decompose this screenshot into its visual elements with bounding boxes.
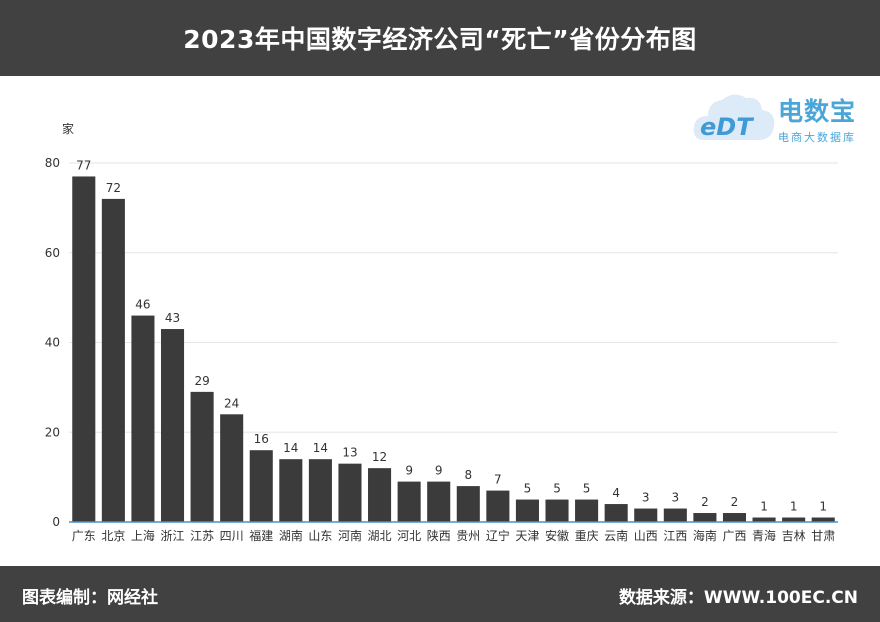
data-label: 9 bbox=[405, 464, 413, 478]
logo-mark: eDT bbox=[700, 113, 754, 141]
x-tick-label: 陕西 bbox=[427, 528, 451, 543]
bar bbox=[545, 499, 569, 522]
data-label: 5 bbox=[553, 482, 561, 496]
footer-credit: 图表编制：网经社 bbox=[22, 588, 158, 608]
x-tick-label: 青海 bbox=[752, 528, 776, 543]
chart-title-bar: 2023年中国数字经济公司“死亡”省份分布图 bbox=[0, 0, 880, 76]
data-label: 29 bbox=[194, 374, 209, 388]
x-tick-label: 湖北 bbox=[368, 528, 392, 543]
data-label: 24 bbox=[224, 396, 239, 410]
data-label: 1 bbox=[760, 500, 768, 514]
data-label: 2 bbox=[701, 495, 709, 509]
data-label: 12 bbox=[372, 450, 387, 464]
data-label: 13 bbox=[342, 446, 357, 460]
bar bbox=[722, 513, 747, 522]
bar bbox=[190, 391, 214, 522]
data-label: 77 bbox=[76, 158, 91, 172]
x-tick-label: 贵州 bbox=[456, 529, 480, 543]
x-tick-label: 辽宁 bbox=[486, 528, 510, 543]
x-tick-label: 上海 bbox=[131, 528, 155, 543]
bar bbox=[811, 517, 835, 522]
x-tick-label: 广东 bbox=[72, 529, 96, 543]
bar bbox=[604, 504, 628, 522]
data-label: 2 bbox=[731, 495, 739, 509]
y-tick-label: 40 bbox=[45, 336, 60, 350]
y-axis-unit: 家 bbox=[62, 122, 75, 136]
bar bbox=[427, 481, 451, 522]
footer-source: 数据来源：WWW.100EC.CN bbox=[618, 588, 858, 608]
bar bbox=[752, 517, 776, 522]
y-tick-label: 60 bbox=[45, 246, 60, 260]
x-tick-label: 天津 bbox=[515, 529, 539, 543]
x-tick-label: 河南 bbox=[338, 528, 362, 543]
bar bbox=[160, 329, 185, 522]
bar bbox=[338, 463, 362, 522]
x-tick-label: 山西 bbox=[634, 529, 658, 543]
data-label: 5 bbox=[524, 482, 532, 496]
y-tick-label: 0 bbox=[52, 515, 60, 529]
logo-sub-text: 电商大数据库 bbox=[778, 131, 856, 144]
data-label: 7 bbox=[494, 473, 502, 487]
x-tick-label: 江苏 bbox=[190, 529, 214, 543]
bar bbox=[279, 459, 303, 522]
x-tick-label: 四川 bbox=[220, 529, 244, 543]
bar bbox=[515, 499, 539, 522]
data-label: 3 bbox=[672, 491, 680, 505]
x-tick-label: 甘肃 bbox=[811, 529, 835, 543]
chart-title: 2023年中国数字经济公司“死亡”省份分布图 bbox=[183, 25, 697, 54]
bar bbox=[693, 513, 717, 522]
data-label: 5 bbox=[583, 482, 591, 496]
x-tick-label: 山东 bbox=[308, 529, 332, 543]
y-tick-label: 80 bbox=[45, 156, 60, 170]
bar bbox=[368, 468, 392, 522]
x-tick-label: 福建 bbox=[249, 528, 273, 543]
data-label: 1 bbox=[790, 500, 798, 514]
bar bbox=[486, 490, 510, 522]
edt-logo: eDT bbox=[690, 82, 875, 152]
logo-main-text: 电数宝 bbox=[778, 97, 857, 126]
bar bbox=[308, 459, 332, 522]
cloud-logo-icon: eDT bbox=[693, 94, 775, 141]
x-tick-label: 河北 bbox=[397, 529, 421, 543]
x-tick-label: 云南 bbox=[604, 528, 628, 543]
bar bbox=[249, 450, 273, 522]
data-label: 8 bbox=[464, 468, 472, 482]
bar bbox=[72, 176, 96, 522]
data-label: 9 bbox=[435, 464, 443, 478]
bar bbox=[456, 486, 480, 522]
y-tick-label: 20 bbox=[45, 425, 60, 439]
x-tick-label: 广西 bbox=[722, 529, 746, 543]
data-label: 43 bbox=[165, 311, 180, 325]
bar bbox=[782, 517, 806, 522]
data-label: 14 bbox=[313, 441, 328, 455]
x-tick-label: 湖南 bbox=[279, 528, 303, 543]
x-tick-label: 重庆 bbox=[575, 529, 599, 543]
data-label: 1 bbox=[819, 500, 827, 514]
bar bbox=[101, 198, 125, 522]
data-label: 46 bbox=[135, 298, 150, 312]
bar bbox=[397, 481, 421, 522]
x-tick-label: 吉林 bbox=[782, 529, 806, 543]
x-tick-label: 海南 bbox=[693, 528, 717, 543]
x-tick-label: 江西 bbox=[663, 529, 687, 543]
bar bbox=[663, 508, 687, 522]
bar bbox=[634, 508, 658, 522]
logo-text: 电数宝 电商大数据库 bbox=[778, 92, 856, 145]
x-tick-label: 北京 bbox=[101, 529, 125, 543]
bar bbox=[131, 315, 155, 522]
data-label: 4 bbox=[612, 486, 620, 500]
data-label: 16 bbox=[254, 432, 269, 446]
data-label: 14 bbox=[283, 441, 298, 455]
x-tick-label: 安徽 bbox=[545, 528, 569, 543]
data-label: 72 bbox=[106, 181, 121, 195]
footer-bar: 图表编制：网经社 数据来源：WWW.100EC.CN bbox=[0, 566, 880, 622]
bar bbox=[220, 414, 244, 522]
data-label: 3 bbox=[642, 491, 650, 505]
bar bbox=[575, 499, 599, 522]
x-tick-label: 浙江 bbox=[161, 529, 185, 543]
